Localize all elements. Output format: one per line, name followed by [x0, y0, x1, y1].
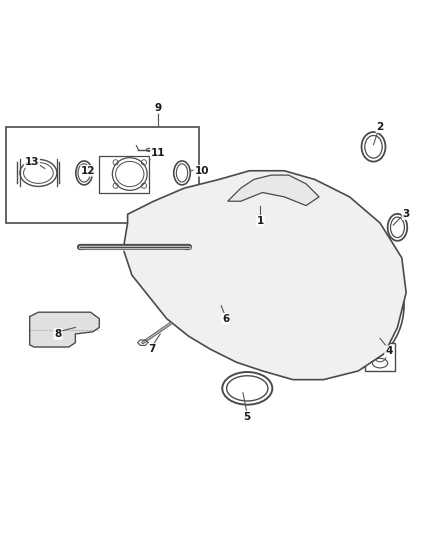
Ellipse shape — [174, 161, 190, 185]
Text: 13: 13 — [25, 157, 39, 167]
Ellipse shape — [20, 159, 57, 187]
Text: 7: 7 — [148, 344, 155, 354]
Ellipse shape — [361, 132, 385, 161]
Ellipse shape — [24, 163, 53, 183]
Text: 5: 5 — [244, 411, 251, 422]
Ellipse shape — [391, 217, 404, 238]
Ellipse shape — [365, 135, 382, 158]
Ellipse shape — [372, 358, 388, 368]
Text: 4: 4 — [385, 346, 392, 357]
Bar — [99, 156, 149, 192]
Polygon shape — [30, 312, 99, 347]
Ellipse shape — [76, 161, 92, 185]
Text: 3: 3 — [403, 209, 410, 219]
Ellipse shape — [226, 376, 268, 401]
Text: 6: 6 — [222, 314, 229, 324]
Bar — [365, 343, 395, 371]
Ellipse shape — [222, 372, 272, 405]
Text: 9: 9 — [155, 103, 162, 112]
Text: 8: 8 — [54, 329, 62, 339]
Ellipse shape — [116, 161, 144, 187]
Ellipse shape — [78, 164, 90, 182]
Text: 2: 2 — [376, 122, 384, 132]
Text: 1: 1 — [257, 216, 264, 226]
Bar — [6, 127, 199, 223]
Text: 10: 10 — [194, 166, 209, 176]
Ellipse shape — [177, 164, 187, 182]
Polygon shape — [228, 175, 319, 206]
Bar — [206, 288, 234, 314]
Text: 12: 12 — [81, 166, 95, 176]
Ellipse shape — [146, 148, 152, 151]
Ellipse shape — [388, 214, 407, 241]
Polygon shape — [123, 171, 406, 379]
Ellipse shape — [214, 303, 226, 313]
Text: 11: 11 — [151, 148, 165, 158]
Ellipse shape — [113, 158, 147, 190]
Text: 9: 9 — [155, 103, 162, 112]
